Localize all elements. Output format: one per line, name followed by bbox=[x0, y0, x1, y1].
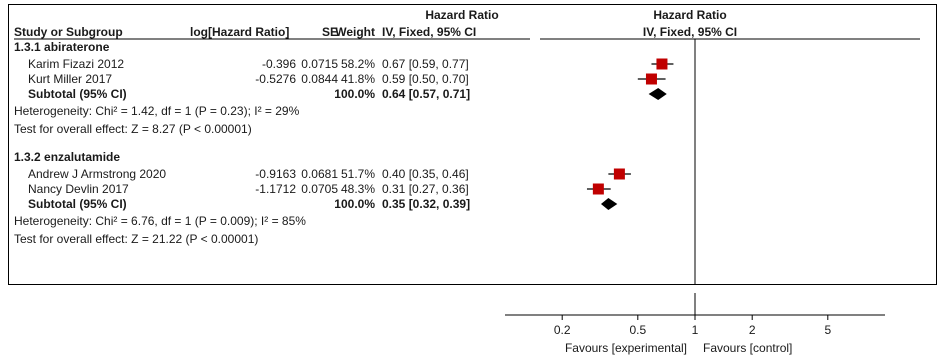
favours-left-label: Favours [experimental] bbox=[565, 341, 687, 355]
subgroup-title: 1.3.2 enzalutamide bbox=[14, 150, 120, 164]
study-ci: 0.59 [0.50, 0.70] bbox=[382, 72, 469, 86]
subtotal-weight: 100.0% bbox=[334, 197, 375, 211]
study-ci: 0.31 [0.27, 0.36] bbox=[382, 182, 469, 196]
study-name: Karim Fizazi 2012 bbox=[28, 57, 124, 71]
overall-effect-text: Test for overall effect: Z = 21.22 (P < … bbox=[14, 232, 258, 246]
overall-effect-text: Test for overall effect: Z = 8.27 (P < 0… bbox=[14, 122, 252, 136]
study-se: 0.0681 bbox=[301, 167, 338, 181]
x-tick-label: 0.5 bbox=[629, 323, 646, 337]
x-axis: 0.2 0.5 1 2 5 Favours [experimental] Favours [… bbox=[505, 293, 885, 355]
study-name: Kurt Miller 2017 bbox=[28, 72, 112, 86]
header-study: Study or Subgroup bbox=[14, 25, 123, 39]
study-se: 0.0715 bbox=[301, 57, 338, 71]
x-tick-label: 1 bbox=[692, 323, 699, 337]
study-log-hr: -1.1712 bbox=[255, 182, 296, 196]
plot-area bbox=[586, 39, 696, 284]
subtotal-diamond bbox=[600, 198, 618, 210]
x-tick-label: 2 bbox=[749, 323, 756, 337]
study-marker bbox=[656, 58, 668, 70]
header-measure: Hazard Ratio bbox=[425, 8, 498, 22]
study-marker bbox=[613, 168, 625, 180]
study-weight: 51.7% bbox=[341, 167, 375, 181]
subtotal-ci: 0.64 [0.57, 0.71] bbox=[382, 87, 470, 101]
study-ci: 0.40 [0.35, 0.46] bbox=[382, 167, 469, 181]
study-se: 0.0705 bbox=[301, 182, 338, 196]
header-plot-measure: Hazard Ratio bbox=[653, 8, 726, 22]
study-marker bbox=[592, 183, 604, 195]
study-se: 0.0844 bbox=[301, 72, 338, 86]
table-border bbox=[8, 4, 937, 285]
subtotal-diamond bbox=[648, 88, 667, 100]
study-weight: 48.3% bbox=[341, 182, 375, 196]
header-se: SE bbox=[322, 25, 338, 39]
heterogeneity-text: Heterogeneity: Chi² = 6.76, df = 1 (P = … bbox=[14, 214, 306, 228]
subtotal-label: Subtotal (95% CI) bbox=[28, 87, 127, 101]
study-ci: 0.67 [0.59, 0.77] bbox=[382, 57, 469, 71]
x-tick-label: 5 bbox=[824, 323, 831, 337]
header-weight: Weight bbox=[335, 25, 375, 39]
header-method: IV, Fixed, 95% CI bbox=[382, 25, 476, 39]
study-marker bbox=[645, 73, 657, 85]
study-log-hr: -0.5276 bbox=[255, 72, 296, 86]
subtotal-weight: 100.0% bbox=[334, 87, 375, 101]
header-plot-method: IV, Fixed, 95% CI bbox=[643, 25, 737, 39]
x-tick-label: 0.2 bbox=[554, 323, 571, 337]
study-name: Nancy Devlin 2017 bbox=[28, 182, 129, 196]
study-log-hr: -0.396 bbox=[262, 57, 296, 71]
study-log-hr: -0.9163 bbox=[255, 167, 296, 181]
heterogeneity-text: Heterogeneity: Chi² = 1.42, df = 1 (P = … bbox=[14, 104, 300, 118]
study-weight: 41.8% bbox=[341, 72, 375, 86]
study-weight: 58.2% bbox=[341, 57, 375, 71]
subtotal-label: Subtotal (95% CI) bbox=[28, 197, 127, 211]
table-rows: 1.3.1 abiraterone Karim Fizazi 2012 -0.396… bbox=[14, 40, 470, 246]
header-log-hr: log[Hazard Ratio] bbox=[190, 25, 289, 39]
study-name: Andrew J Armstrong 2020 bbox=[28, 167, 166, 181]
subtotal-ci: 0.35 [0.32, 0.39] bbox=[382, 197, 470, 211]
favours-right-label: Favours [control] bbox=[703, 341, 792, 355]
subgroup-title: 1.3.1 abiraterone bbox=[14, 40, 110, 54]
